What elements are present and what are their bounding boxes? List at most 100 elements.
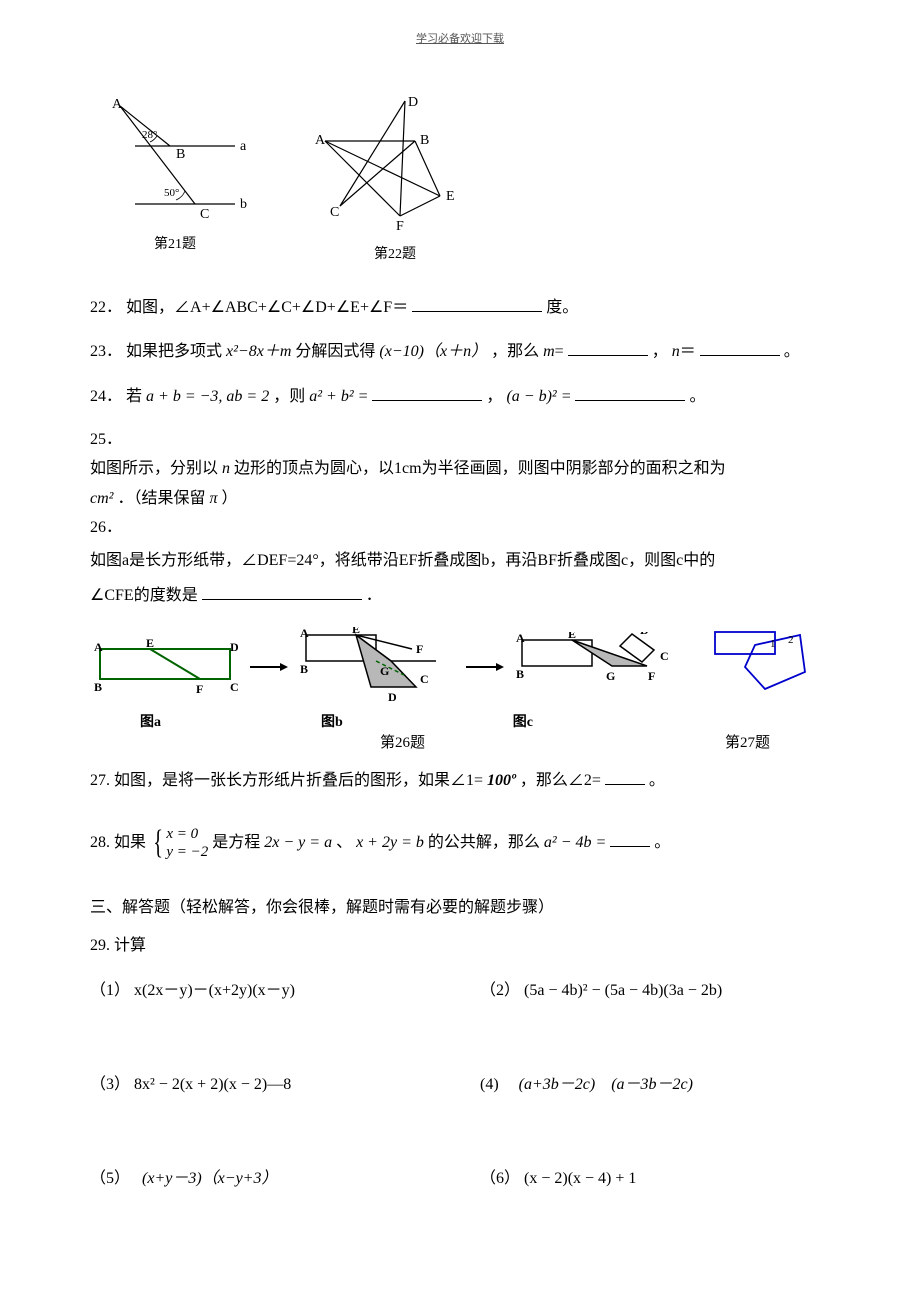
section-3-title: 三、解答题（轻松解答，你会很棒，解题时需有必要的解题步骤）: [90, 893, 830, 917]
svg-text:A: A: [516, 632, 525, 645]
q24-e2: a² + b² =: [309, 388, 368, 405]
q23-n: n: [672, 343, 680, 360]
q22-text1: 如图，∠A+∠ABC+∠C+∠D+∠E+∠F＝: [126, 299, 408, 316]
svg-text:B: B: [94, 680, 102, 694]
equation-system: x = 0 y = −2: [166, 825, 208, 861]
figure-21: A B C a b 28° 50° 第21题: [100, 96, 250, 263]
fig26b-svg: A E B F G C D: [296, 627, 456, 707]
q22-text2: 度。: [546, 299, 578, 316]
svg-text:C: C: [200, 207, 209, 222]
q24-num: 24．: [90, 388, 122, 405]
question-23: 23． 如果把多项式 x²−8x＋m 分解因式得 (x−10)（x＋n） ，那么…: [90, 337, 830, 367]
q23-num: 23．: [90, 343, 122, 360]
calc-6: （6） (x − 2)(x − 4) + 1: [480, 1164, 830, 1188]
svg-text:B: B: [516, 667, 524, 681]
q23-e1: x²−8x＋m: [226, 343, 291, 360]
svg-text:D: D: [408, 96, 418, 110]
question-28: 28. 如果 { x = 0 y = −2 是方程 2x − y = a 、 x…: [90, 811, 830, 876]
header-right: 欢迎下载: [460, 33, 504, 45]
calc-2: （2） (5a − 4b)² − (5a − 4b)(3a − 2b): [480, 976, 830, 1000]
fig26-27-captions: 第26题 第27题: [380, 731, 830, 752]
figure-22-caption: 第22题: [310, 243, 480, 263]
fig26-sublabels: 图a 图b 图c: [140, 711, 830, 731]
q24-e1: a + b = −3, ab = 2: [146, 388, 269, 405]
svg-text:F: F: [196, 682, 203, 696]
question-26-num: 26．: [90, 514, 830, 541]
q23-t1: 如果把多项式: [126, 343, 222, 360]
svg-text:F: F: [396, 219, 404, 234]
question-25-line1: 如图所示，分别以 n 边形的顶点为圆心，以1cm为半径画圆，则图中阴影部分的面积…: [90, 455, 830, 482]
question-27: 27. 如图，是将一张长方形纸片折叠后的图形，如果∠1= 100º ，那么∠2=…: [90, 766, 830, 796]
svg-text:G: G: [380, 664, 389, 678]
svg-text:B: B: [176, 147, 185, 162]
arrow2-icon: [464, 657, 504, 677]
figure-26-27-row: A E D B F C A E B F G C D A E B G F: [90, 627, 830, 707]
svg-text:G: G: [606, 669, 615, 683]
svg-text:E: E: [568, 632, 576, 641]
svg-text:D: D: [230, 640, 239, 654]
svg-text:E: E: [146, 637, 154, 650]
calc-row-1: （1） x(2x－y)－(x+2y)(x－y) （2） (5a − 4b)² −…: [90, 976, 830, 1000]
figure-22: A B C D E F 第22题: [310, 96, 480, 263]
q23-t3: ，那么: [491, 343, 539, 360]
calc-row-2: （3） 8x² − 2(x + 2)(x − 2)—8 (4) (a+3b－2c…: [90, 1070, 830, 1094]
svg-text:C: C: [230, 680, 239, 694]
page-header: 学习必备欢迎下载: [90, 30, 830, 46]
svg-text:E: E: [446, 189, 455, 204]
q28-blank: [610, 829, 650, 847]
q23-e2: (x−10)（x＋n）: [379, 343, 487, 360]
svg-text:F: F: [416, 642, 423, 656]
q24-t2: ，则: [273, 388, 305, 405]
q23-blank1: [568, 339, 648, 357]
question-24: 24． 若 a + b = −3, ab = 2 ，则 a² + b² = ， …: [90, 382, 830, 412]
question-22: 22． 如图，∠A+∠ABC+∠C+∠D+∠E+∠F＝ 度。: [90, 293, 830, 323]
svg-text:A: A: [112, 97, 123, 112]
fig26a-svg: A E D B F C: [90, 637, 240, 697]
svg-text:B: B: [300, 662, 308, 676]
q24-blank2: [575, 383, 685, 401]
svg-text:E: E: [352, 627, 360, 636]
svg-text:28°: 28°: [142, 129, 157, 141]
q24-e3: (a − b)² =: [506, 388, 571, 405]
svg-text:B: B: [420, 133, 429, 148]
figure-21-caption: 第21题: [100, 233, 250, 253]
figures-21-22: A B C a b 28° 50° 第21题 A B C D E F: [100, 96, 830, 263]
svg-text:F: F: [648, 669, 655, 683]
svg-text:C: C: [660, 649, 669, 663]
question-25-line2: cm² ．（结果保留 π ）: [90, 485, 830, 512]
svg-text:D: D: [388, 690, 397, 704]
calc-row-3: （5） (x+y－3)（x−y+3） （6） (x − 2)(x − 4) + …: [90, 1164, 830, 1188]
calc-5: （5） (x+y－3)（x−y+3）: [90, 1164, 480, 1188]
brace-icon: {: [153, 811, 163, 876]
svg-text:C: C: [330, 205, 339, 220]
svg-text:A: A: [315, 133, 326, 148]
q27-blank: [605, 768, 645, 786]
svg-text:D: D: [640, 632, 649, 637]
figure-22-svg: A B C D E F: [310, 96, 480, 236]
q24-t1: 若: [126, 388, 142, 405]
question-26-text: 如图a是长方形纸带，∠DEF=24°，将纸带沿EF折叠成图b，再沿BF折叠成图c…: [90, 543, 830, 613]
fig26c-svg: A E B G F C D: [512, 632, 682, 702]
q26-blank: [202, 583, 362, 601]
svg-text:2: 2: [788, 634, 794, 646]
svg-text:b: b: [240, 197, 247, 212]
q23-blank2: [700, 339, 780, 357]
svg-text:A: A: [300, 627, 309, 640]
calc-3: （3） 8x² − 2(x + 2)(x − 2)—8: [90, 1070, 480, 1094]
svg-text:A: A: [94, 640, 103, 654]
svg-text:1: 1: [770, 638, 776, 650]
q22-num: 22．: [90, 299, 122, 316]
calc-1: （1） x(2x－y)－(x+2y)(x－y): [90, 976, 480, 1000]
fig27-svg: 1 2: [710, 627, 810, 707]
arrow1-icon: [248, 657, 288, 677]
question-25-num: 25．: [90, 426, 830, 453]
header-left: 学习必备: [416, 33, 460, 45]
q24-blank1: [372, 383, 482, 401]
q23-t2: 分解因式得: [295, 343, 375, 360]
question-29: 29. 计算: [90, 931, 830, 961]
figure-21-svg: A B C a b 28° 50°: [100, 96, 250, 226]
calc-4: (4) (a+3b－2c) (a－3b－2c): [480, 1070, 830, 1094]
svg-text:50°: 50°: [164, 187, 179, 199]
q23-m: m: [543, 343, 555, 360]
svg-text:C: C: [420, 672, 429, 686]
